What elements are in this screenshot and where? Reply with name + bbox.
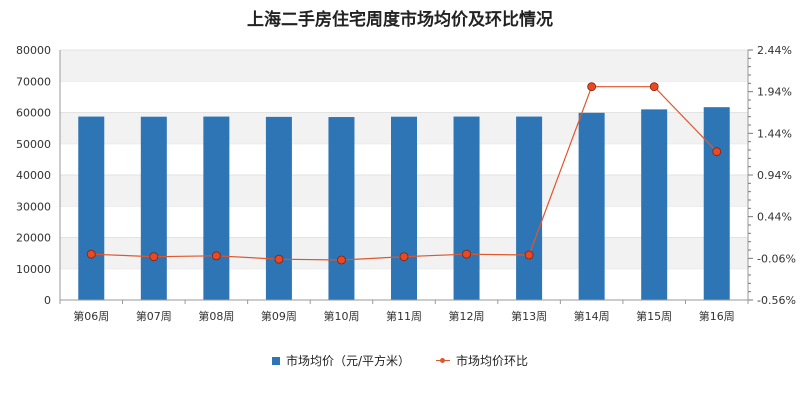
y-right-tick-label: 1.44% (757, 127, 792, 140)
bar-第06周 (78, 116, 105, 300)
bar-第13周 (516, 116, 543, 300)
bar-第14周 (578, 112, 605, 300)
line-point-第13周 (524, 250, 534, 260)
y-right-tick-label: 2.44% (757, 44, 792, 57)
bar-第09周 (265, 116, 292, 300)
y-left-tick-label: 20000 (16, 232, 51, 245)
x-tick-label: 第16周 (699, 309, 735, 323)
line-point-第15周 (649, 82, 659, 92)
x-tick-label: 第08周 (198, 309, 234, 323)
line-point-第11周 (399, 252, 409, 262)
legend: 市场均价（元/平方米） 市场均价环比 (0, 352, 800, 369)
x-tick-label: 第14周 (574, 309, 610, 323)
bar-第15周 (641, 109, 668, 300)
y-right-tick-label: 1.94% (757, 86, 792, 99)
line-point-第06周 (86, 249, 96, 259)
legend-item-change[interactable]: 市场均价环比 (436, 352, 528, 369)
y-left-tick-label: 60000 (16, 107, 51, 120)
legend-label-change: 市场均价环比 (456, 354, 529, 368)
line-point-第16周 (712, 147, 722, 157)
x-tick-label: 第15周 (636, 309, 672, 323)
line-point-第12周 (462, 249, 471, 259)
legend-item-price[interactable]: 市场均价（元/平方米） (271, 352, 411, 369)
y-left-tick-label: 70000 (16, 75, 51, 88)
bar-第11周 (391, 116, 417, 300)
y-left-tick-label: 50000 (16, 138, 51, 151)
chart-title: 上海二手房住宅周度市场均价及环比情况 (247, 10, 553, 30)
bar-第07周 (140, 116, 167, 300)
line-point-第10周 (337, 255, 346, 265)
y-left-tick-label: 30000 (16, 200, 51, 213)
y-right-tick-label: -0.56% (757, 294, 796, 307)
line-point-第09周 (274, 254, 284, 264)
line-point-第07周 (149, 252, 159, 262)
x-tick-label: 第07周 (136, 309, 172, 323)
y-left-tick-label: 40000 (16, 169, 51, 182)
line-point-第08周 (211, 251, 221, 261)
line-point-第14周 (587, 82, 597, 92)
bar-第12周 (453, 116, 480, 300)
bar-第08周 (203, 116, 230, 300)
x-tick-label: 第10周 (323, 309, 359, 323)
y-left-tick-label: 10000 (16, 263, 51, 276)
legend-swatch-change (436, 357, 451, 365)
x-tick-label: 第09周 (261, 309, 297, 323)
legend-label-price: 市场均价（元/平方米） (285, 354, 411, 368)
x-tick-label: 第12周 (449, 309, 485, 323)
y-left-tick-label: 80000 (16, 44, 51, 57)
y-right-tick-label: -0.06% (757, 252, 796, 265)
x-tick-label: 第13周 (511, 309, 547, 323)
y-right-tick-label: 0.94% (757, 169, 792, 182)
legend-swatch-price (271, 356, 280, 365)
grid-band (60, 50, 748, 82)
x-tick-label: 第06周 (73, 309, 109, 323)
bar-第16周 (703, 107, 730, 300)
y-left-tick-label: 0 (44, 294, 51, 307)
y-right-tick-label: 0.44% (757, 211, 792, 224)
bar-第10周 (328, 117, 355, 300)
x-tick-label: 第11周 (386, 309, 422, 323)
